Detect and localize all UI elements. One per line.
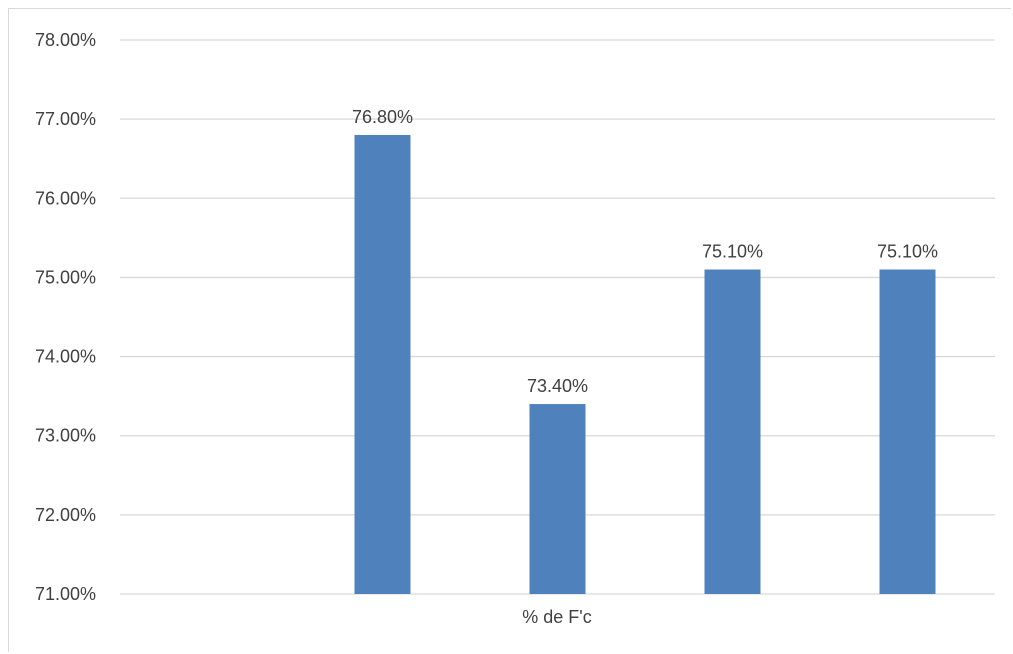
- y-tick-label: 76.00%: [35, 188, 96, 208]
- bar-value-label: 73.40%: [527, 376, 588, 396]
- y-tick-label: 77.00%: [35, 109, 96, 129]
- data-labels: 76.80% 73.40% 75.10% 75.10%: [352, 107, 938, 396]
- bar-value-label: 75.10%: [877, 242, 938, 262]
- y-tick-label: 75.00%: [35, 267, 96, 287]
- chart-frame: [8, 8, 1011, 652]
- bar-value-label: 75.10%: [702, 242, 763, 262]
- y-tick-label: 74.00%: [35, 347, 96, 367]
- y-tick-label: 73.00%: [35, 426, 96, 446]
- bar-value-label: 76.80%: [352, 107, 413, 127]
- y-axis-ticks: 78.00% 77.00% 76.00% 75.00% 74.00% 73.00% 72.0…: [35, 30, 96, 604]
- bars: [354, 134, 936, 594]
- bar: [529, 404, 586, 594]
- y-tick-label: 72.00%: [35, 505, 96, 525]
- bar: [354, 134, 411, 594]
- bar: [879, 269, 936, 594]
- y-tick-label: 78.00%: [35, 30, 96, 50]
- x-axis-label: % de F'c: [522, 607, 591, 627]
- y-tick-label: 71.00%: [35, 584, 96, 604]
- bar: [704, 269, 761, 594]
